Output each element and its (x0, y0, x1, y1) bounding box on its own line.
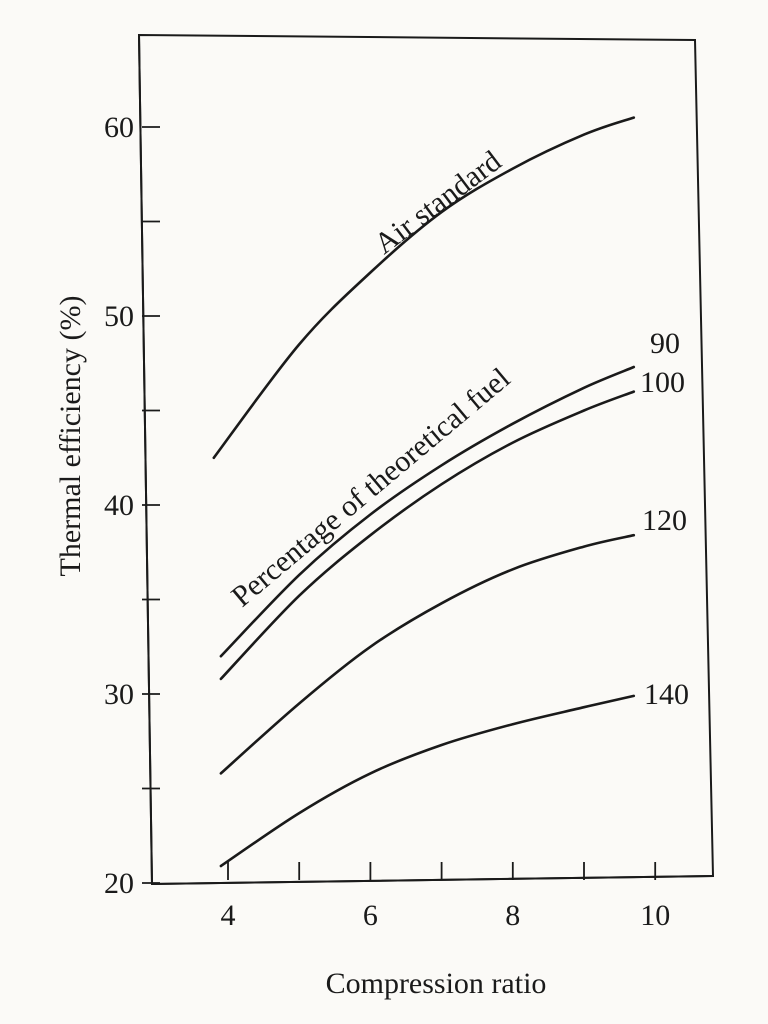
y-axis (138, 34, 153, 885)
series-line-120 (219, 533, 636, 775)
y-axis-title: Thermal efficiency (%) (54, 296, 87, 577)
x-tick-label-10: 10 (640, 899, 670, 932)
annotation-air-standard: Air standard (368, 144, 507, 260)
x-tick-label-8: 8 (505, 899, 520, 932)
annotation-fuel-percentage: Percentage of theoretical fuel (225, 362, 516, 614)
y-tick-label-60: 60 (104, 111, 134, 144)
y-tick-label-30: 30 (104, 678, 134, 711)
tick-labels: 4 6 8 10 20 30 40 50 60 (104, 111, 670, 932)
x-tick-label-6: 6 (363, 899, 378, 932)
series-label-100: 100 (640, 366, 685, 399)
series-line-100 (219, 390, 636, 681)
series-label-120: 120 (642, 504, 687, 537)
x-tick-label-4: 4 (221, 899, 236, 932)
curves (212, 116, 636, 868)
x-axis (151, 875, 714, 885)
y-tick-label-50: 50 (104, 300, 134, 333)
series-label-140: 140 (644, 678, 689, 711)
ticks (142, 126, 657, 884)
series-label-90: 90 (650, 327, 680, 360)
x-axis-title: Compression ratio (326, 967, 547, 1000)
y-tick-label-40: 40 (104, 489, 134, 522)
series-line-90 (219, 365, 636, 658)
series-line-air-standard (212, 116, 636, 460)
series-line-140 (219, 694, 636, 868)
y-tick-label-20: 20 (104, 867, 134, 900)
